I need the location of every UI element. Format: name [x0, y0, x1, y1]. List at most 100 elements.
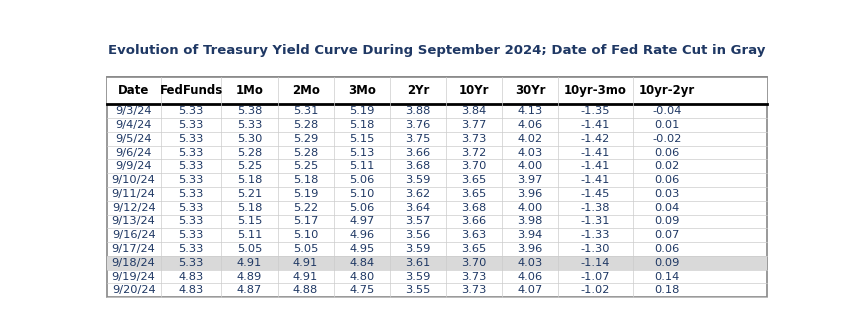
Text: Evolution of Treasury Yield Curve During September 2024; Date of Fed Rate Cut in: Evolution of Treasury Yield Curve During…	[108, 44, 765, 57]
Text: 3.56: 3.56	[406, 230, 430, 240]
Text: 3.97: 3.97	[517, 175, 543, 185]
Text: 3.72: 3.72	[461, 148, 486, 158]
Text: 9/20/24: 9/20/24	[112, 285, 155, 295]
Text: 0.09: 0.09	[654, 216, 679, 226]
Text: 3.70: 3.70	[461, 161, 486, 171]
Text: 5.33: 5.33	[178, 120, 204, 130]
Text: 0.09: 0.09	[654, 258, 679, 268]
Text: 30Yr: 30Yr	[515, 85, 545, 98]
Text: 4.83: 4.83	[178, 285, 204, 295]
Text: 4.13: 4.13	[517, 106, 543, 116]
Text: 3.61: 3.61	[406, 258, 430, 268]
Text: 5.19: 5.19	[349, 106, 374, 116]
Text: 5.33: 5.33	[178, 161, 204, 171]
Text: 5.33: 5.33	[178, 148, 204, 158]
Text: 4.80: 4.80	[349, 272, 374, 282]
Text: -1.41: -1.41	[581, 120, 610, 130]
Text: 5.33: 5.33	[178, 203, 204, 213]
Text: 4.00: 4.00	[517, 161, 543, 171]
Text: 4.83: 4.83	[178, 272, 204, 282]
Text: 0.04: 0.04	[654, 203, 679, 213]
Text: 5.06: 5.06	[349, 203, 374, 213]
Text: FedFunds: FedFunds	[159, 85, 222, 98]
Text: 3.66: 3.66	[462, 216, 486, 226]
Text: 3.68: 3.68	[406, 161, 430, 171]
Text: -1.45: -1.45	[581, 189, 610, 199]
Text: 4.95: 4.95	[349, 244, 374, 254]
Text: 3.59: 3.59	[406, 272, 430, 282]
Text: Date: Date	[118, 85, 149, 98]
Text: -1.42: -1.42	[581, 134, 610, 144]
Text: -1.41: -1.41	[581, 175, 610, 185]
Text: 1Mo: 1Mo	[235, 85, 263, 98]
Text: 3.55: 3.55	[406, 285, 430, 295]
Bar	[106, 256, 767, 270]
Text: 9/11/24: 9/11/24	[112, 189, 155, 199]
Text: 4.88: 4.88	[293, 285, 318, 295]
Text: 3.75: 3.75	[406, 134, 430, 144]
Text: -1.38: -1.38	[581, 203, 610, 213]
Text: 5.33: 5.33	[178, 216, 204, 226]
Text: 9/18/24: 9/18/24	[112, 258, 155, 268]
Text: 5.33: 5.33	[178, 134, 204, 144]
Text: -1.31: -1.31	[581, 216, 610, 226]
Text: 5.30: 5.30	[237, 134, 262, 144]
Text: 5.11: 5.11	[349, 161, 374, 171]
Text: 5.33: 5.33	[178, 175, 204, 185]
Text: 9/19/24: 9/19/24	[112, 272, 155, 282]
Text: 3.65: 3.65	[461, 175, 486, 185]
Text: -1.30: -1.30	[581, 244, 610, 254]
Text: 9/3/24: 9/3/24	[115, 106, 152, 116]
Text: 0.06: 0.06	[654, 148, 679, 158]
Text: 3.96: 3.96	[517, 189, 543, 199]
Text: 4.07: 4.07	[517, 285, 543, 295]
Text: 3.73: 3.73	[461, 134, 486, 144]
Text: 4.03: 4.03	[517, 258, 543, 268]
Text: 2Mo: 2Mo	[291, 85, 320, 98]
Text: 3.73: 3.73	[461, 272, 486, 282]
Text: 2Yr: 2Yr	[406, 85, 429, 98]
Text: 3.98: 3.98	[517, 216, 543, 226]
Text: 5.28: 5.28	[293, 148, 318, 158]
Text: -0.02: -0.02	[652, 134, 682, 144]
Text: 3.84: 3.84	[461, 106, 486, 116]
Text: -1.33: -1.33	[581, 230, 610, 240]
Text: 3.77: 3.77	[461, 120, 486, 130]
Text: 3.70: 3.70	[461, 258, 486, 268]
Text: 4.75: 4.75	[349, 285, 374, 295]
Text: 3.63: 3.63	[461, 230, 486, 240]
Text: 5.18: 5.18	[293, 175, 319, 185]
Text: 5.33: 5.33	[178, 189, 204, 199]
Text: 5.21: 5.21	[237, 189, 262, 199]
Text: 0.18: 0.18	[654, 285, 679, 295]
Text: 5.17: 5.17	[293, 216, 319, 226]
Text: 5.18: 5.18	[237, 203, 262, 213]
Text: 9/5/24: 9/5/24	[115, 134, 152, 144]
Text: 10yr-3mo: 10yr-3mo	[564, 85, 627, 98]
Text: 5.06: 5.06	[349, 175, 374, 185]
Text: -1.07: -1.07	[581, 272, 610, 282]
Text: 9/16/24: 9/16/24	[112, 230, 155, 240]
Text: 5.25: 5.25	[237, 161, 262, 171]
Text: 3.76: 3.76	[406, 120, 430, 130]
Text: 5.05: 5.05	[293, 244, 319, 254]
Text: 5.28: 5.28	[237, 148, 262, 158]
Text: -1.14: -1.14	[581, 258, 610, 268]
Text: 9/13/24: 9/13/24	[112, 216, 155, 226]
Text: 4.84: 4.84	[349, 258, 374, 268]
Text: 9/12/24: 9/12/24	[112, 203, 155, 213]
Text: 5.15: 5.15	[349, 134, 374, 144]
Text: 4.96: 4.96	[349, 230, 374, 240]
Text: 3.66: 3.66	[406, 148, 430, 158]
Text: 5.33: 5.33	[237, 120, 262, 130]
Text: 5.11: 5.11	[237, 230, 262, 240]
Text: 5.29: 5.29	[293, 134, 318, 144]
Text: 4.91: 4.91	[293, 272, 318, 282]
Text: 0.06: 0.06	[654, 175, 679, 185]
Text: 0.06: 0.06	[654, 244, 679, 254]
Text: -1.41: -1.41	[581, 148, 610, 158]
Text: 5.31: 5.31	[293, 106, 319, 116]
Text: 4.89: 4.89	[237, 272, 262, 282]
Text: 4.02: 4.02	[517, 134, 543, 144]
Text: 3.96: 3.96	[517, 244, 543, 254]
